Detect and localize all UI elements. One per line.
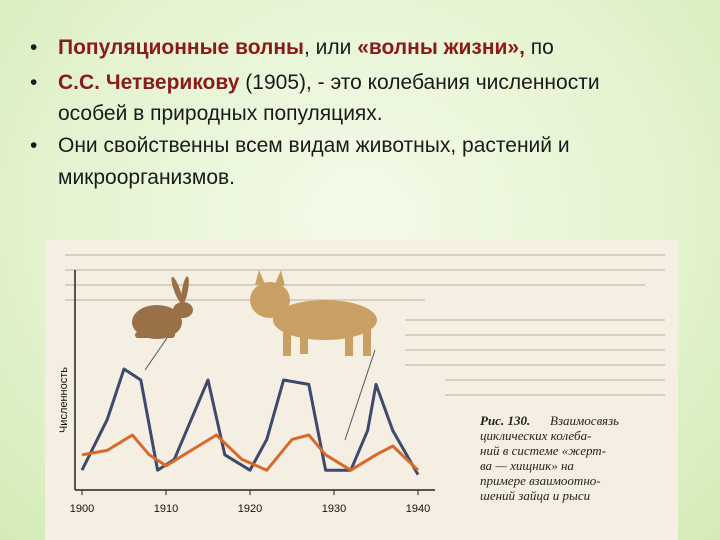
series-line (80, 367, 420, 476)
y-axis-label: Численность (58, 367, 70, 433)
bullet-line: Они свойственны всем видам животных, рас… (58, 134, 570, 158)
x-tick-label: 1910 (154, 503, 178, 515)
caption-line: примере взаимоотно- (480, 473, 601, 488)
x-tick-label: 1940 (406, 503, 430, 515)
caption-line: Взаимосвязь (550, 413, 619, 428)
caption-line: Рис. 130. (480, 413, 530, 428)
bullet-marker: • (30, 71, 38, 94)
text-run: по (524, 36, 554, 59)
text-run: (1905), - это колебания численности (239, 71, 600, 94)
bullet-line: С.С. Четверикову (1905), - это колебания… (58, 71, 600, 95)
pointer (344, 349, 376, 441)
x-tick-label: 1920 (238, 503, 262, 515)
text-run: Популяционные волны (58, 36, 304, 59)
text-run: «волны жизни», (357, 36, 525, 59)
bullet-marker: • (30, 134, 38, 157)
bullet-marker: • (30, 36, 38, 59)
text-run: особей в природных популяциях. (58, 102, 383, 125)
bullet-line: особей в природных популяциях. (58, 102, 383, 126)
lynx-drawing (250, 270, 377, 356)
text-run: С.С. Четверикову (58, 71, 240, 94)
x-tick-label: 1930 (322, 503, 346, 515)
text-run: , или (303, 36, 358, 59)
caption-line: шений зайца и рыси (480, 488, 591, 503)
x-tick-label: 1900 (70, 503, 94, 515)
figure: Численность 1900 1910 1920 1930 1940 Рис. 13… (45, 240, 678, 540)
text-run: микроорганизмов. (58, 166, 236, 189)
caption-line: циклических колеба- (480, 428, 591, 443)
bullet-line: Популяционные волны, или «волны жизни», … (58, 36, 554, 60)
series-line (81, 433, 420, 472)
caption-line: ний в системе «жерт- (480, 443, 606, 458)
text-run: Они свойственны всем видам животных, рас… (58, 134, 570, 157)
pointer (144, 337, 168, 371)
caption-line: ва — хищник» на (480, 458, 574, 473)
bullet-line: микроорганизмов. (58, 166, 235, 190)
page-texture (65, 254, 665, 396)
hare-drawing (132, 276, 193, 339)
